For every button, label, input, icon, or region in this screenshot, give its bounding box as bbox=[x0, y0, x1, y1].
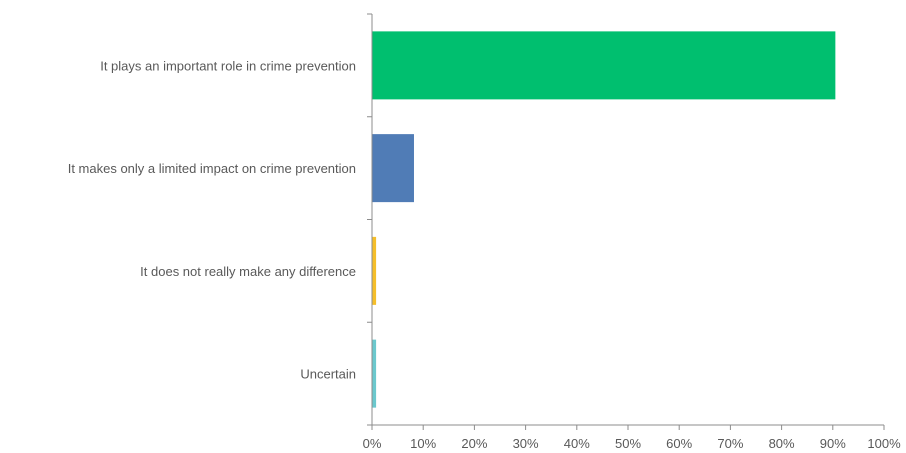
bar-1 bbox=[372, 31, 836, 100]
x-tick-label-6: 60% bbox=[666, 436, 692, 451]
y-axis-ticks bbox=[367, 13, 372, 426]
x-tick-label-0: 0% bbox=[363, 436, 382, 451]
x-axis-ticks bbox=[371, 425, 885, 430]
x-tick-label-9: 90% bbox=[820, 436, 846, 451]
category-label-1: It plays an important role in crime prev… bbox=[100, 58, 356, 73]
x-tick-label-7: 70% bbox=[717, 436, 743, 451]
category-labels: It plays an important role in crime prev… bbox=[68, 58, 356, 381]
bars-group bbox=[372, 31, 836, 408]
category-label-4: Uncertain bbox=[300, 367, 356, 382]
x-tick-label-5: 50% bbox=[615, 436, 641, 451]
bar-4 bbox=[372, 339, 377, 408]
x-tick-label-1: 10% bbox=[410, 436, 436, 451]
x-tick-label-8: 80% bbox=[769, 436, 795, 451]
x-tick-label-4: 40% bbox=[564, 436, 590, 451]
x-tick-label-10: 100% bbox=[867, 436, 901, 451]
bar-3 bbox=[372, 236, 377, 305]
category-label-2: It makes only a limited impact on crime … bbox=[68, 161, 356, 176]
x-tick-label-2: 20% bbox=[461, 436, 487, 451]
x-tick-labels: 0% 10% 20% 30% 40% 50% 60% 70% 80% 90% 100% bbox=[363, 436, 901, 451]
x-tick-label-3: 30% bbox=[513, 436, 539, 451]
bar-2 bbox=[372, 134, 414, 203]
category-label-3: It does not really make any difference bbox=[140, 264, 356, 279]
